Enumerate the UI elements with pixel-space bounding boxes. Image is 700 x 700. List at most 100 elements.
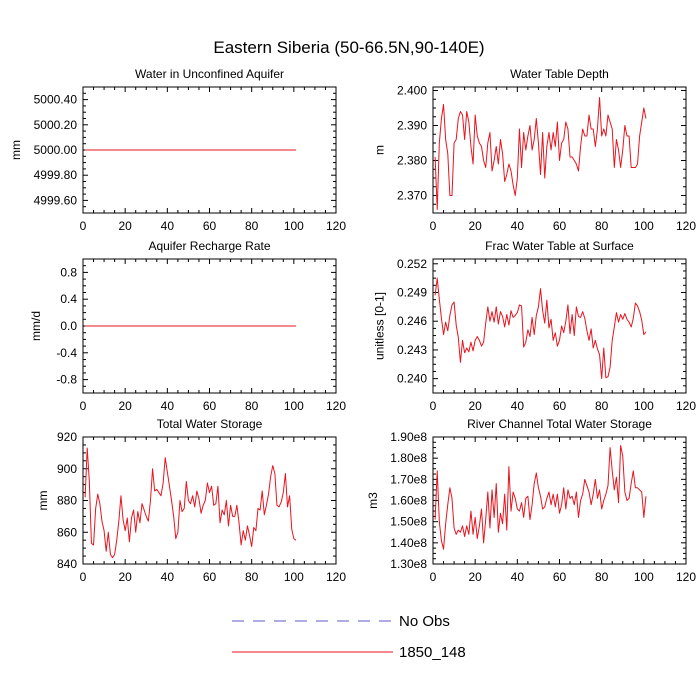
water-in-unconfined-aquifer-xtick-label: 80	[245, 219, 259, 233]
river-channel-total-water-storage-xtick-label: 80	[595, 570, 609, 584]
river-channel-total-water-storage-ytick-label: 1.30e8	[390, 557, 427, 571]
figure-title: Eastern Siberia (50-66.5N,90-140E)	[213, 38, 484, 57]
water-table-depth-title: Water Table Depth	[510, 67, 609, 81]
water-in-unconfined-aquifer-xtick-label: 100	[284, 219, 304, 233]
total-water-storage-ytick-label: 900	[57, 462, 77, 476]
water-table-depth-ytick-label: 2.400	[397, 84, 427, 98]
legend: No Obs 1850_148	[232, 613, 466, 661]
frac-water-table-at-surface-xtick-label: 100	[634, 399, 654, 413]
river-channel-total-water-storage-title: River Channel Total Water Storage	[467, 417, 652, 431]
water-in-unconfined-aquifer-title: Water in Unconfined Aquifer	[135, 67, 284, 81]
total-water-storage-ylabel: mm	[36, 491, 50, 511]
total-water-storage-ytick-label: 860	[57, 525, 77, 539]
river-channel-total-water-storage-ytick-label: 1.50e8	[390, 515, 427, 529]
aquifer-recharge-rate-xtick-label: 40	[161, 399, 175, 413]
frac-water-table-at-surface-ytick-label: 0.246	[397, 314, 427, 328]
frac-water-table-at-surface-xtick-label: 60	[553, 399, 567, 413]
river-channel-total-water-storage-xtick-label: 120	[676, 570, 696, 584]
aquifer-recharge-rate-panel: Aquifer Recharge Rate 0 20 40 60 80 100 120 -0.8…	[29, 239, 346, 413]
aquifer-recharge-rate-title: Aquifer Recharge Rate	[148, 239, 270, 253]
total-water-storage-ytick-label: 880	[57, 494, 77, 508]
river-channel-total-water-storage-xtick-label: 60	[553, 570, 567, 584]
river-channel-total-water-storage-plot-frame	[432, 436, 687, 565]
water-in-unconfined-aquifer-panel: Water in Unconfined Aquifer 0 20 40 60 80 100 1…	[9, 67, 346, 233]
legend-label-no-obs: No Obs	[399, 613, 450, 630]
frac-water-table-at-surface-series-1850-148	[434, 277, 647, 380]
aquifer-recharge-rate-ytick-label: 0.8	[60, 265, 77, 279]
river-channel-total-water-storage-ylabel: m3	[366, 492, 380, 509]
water-table-depth-xtick-label: 80	[595, 219, 609, 233]
frac-water-table-at-surface-xtick-label: 20	[468, 399, 482, 413]
aquifer-recharge-rate-ylabel: mm/d	[29, 311, 43, 341]
water-table-depth-panel: Water Table Depth 0 20 40 60 80 100 120 2.370 2.3…	[373, 67, 697, 233]
frac-water-table-at-surface-ytick-label: 0.249	[397, 286, 427, 300]
water-table-depth-xtick-label: 40	[511, 219, 525, 233]
frac-water-table-at-surface-xtick-label: 0	[430, 399, 437, 413]
river-channel-total-water-storage-panel: River Channel Total Water Storage 0 20 40 60…	[366, 417, 697, 584]
total-water-storage-xtick-label: 0	[80, 570, 87, 584]
river-channel-total-water-storage-xtick-label: 20	[468, 570, 482, 584]
aquifer-recharge-rate-xtick-label: 0	[80, 399, 87, 413]
water-table-depth-xtick-label: 60	[553, 219, 567, 233]
frac-water-table-at-surface-xtick-label: 120	[676, 399, 696, 413]
total-water-storage-xtick-label: 20	[118, 570, 132, 584]
water-in-unconfined-aquifer-ylabel: mm	[9, 140, 23, 160]
river-channel-total-water-storage-ytick-label: 1.80e8	[390, 451, 427, 465]
total-water-storage-xtick-label: 40	[161, 570, 175, 584]
river-channel-total-water-storage-ytick-label: 1.60e8	[390, 494, 427, 508]
water-table-depth-ytick-label: 2.380	[397, 154, 427, 168]
water-table-depth-ytick-label: 2.370	[397, 189, 427, 203]
water-in-unconfined-aquifer-xtick-label: 0	[80, 219, 87, 233]
river-channel-total-water-storage-series-1850-148	[434, 444, 647, 550]
total-water-storage-series-1850-148	[84, 447, 297, 559]
frac-water-table-at-surface-xtick-label: 40	[511, 399, 525, 413]
water-in-unconfined-aquifer-xtick-label: 40	[161, 219, 175, 233]
water-table-depth-xtick-label: 0	[430, 219, 437, 233]
water-in-unconfined-aquifer-ytick-label: 4999.60	[34, 193, 78, 207]
legend-label-1850-148: 1850_148	[399, 644, 466, 661]
aquifer-recharge-rate-xtick-label: 80	[245, 399, 259, 413]
water-table-depth-ytick-label: 2.390	[397, 119, 427, 133]
water-table-depth-xtick-label: 100	[634, 219, 654, 233]
total-water-storage-xtick-label: 80	[245, 570, 259, 584]
river-channel-total-water-storage-xtick-label: 0	[430, 570, 437, 584]
total-water-storage-ytick-label: 840	[57, 557, 77, 571]
river-channel-total-water-storage-xtick-label: 100	[634, 570, 654, 584]
water-in-unconfined-aquifer-ytick-label: 5000.20	[34, 118, 78, 132]
frac-water-table-at-surface-ytick-label: 0.252	[397, 257, 427, 271]
aquifer-recharge-rate-ytick-label: 0.4	[60, 292, 77, 306]
frac-water-table-at-surface-ytick-label: 0.243	[397, 343, 427, 357]
aquifer-recharge-rate-xtick-label: 60	[203, 399, 217, 413]
frac-water-table-at-surface-ylabel: unitless [0-1]	[373, 292, 387, 360]
aquifer-recharge-rate-xtick-label: 100	[284, 399, 304, 413]
water-table-depth-xtick-label: 120	[676, 219, 696, 233]
total-water-storage-title: Total Water Storage	[157, 417, 263, 431]
river-channel-total-water-storage-ytick-label: 1.90e8	[390, 430, 427, 444]
water-in-unconfined-aquifer-xtick-label: 60	[203, 219, 217, 233]
water-in-unconfined-aquifer-xtick-label: 120	[326, 219, 346, 233]
total-water-storage-panel: Total Water Storage 0 20 40 60 80 100 120 840 860…	[36, 417, 346, 584]
aquifer-recharge-rate-xtick-label: 120	[326, 399, 346, 413]
aquifer-recharge-rate-ytick-label: 0.0	[60, 319, 77, 333]
river-channel-total-water-storage-xtick-label: 40	[511, 570, 525, 584]
water-in-unconfined-aquifer-ytick-label: 4999.80	[34, 168, 78, 182]
total-water-storage-xtick-label: 120	[326, 570, 346, 584]
total-water-storage-xtick-label: 60	[203, 570, 217, 584]
water-in-unconfined-aquifer-ytick-label: 5000.40	[34, 93, 78, 107]
frac-water-table-at-surface-plot-frame	[432, 258, 687, 394]
aquifer-recharge-rate-ytick-label: -0.4	[56, 346, 77, 360]
aquifer-recharge-rate-ytick-label: -0.8	[56, 373, 77, 387]
aquifer-recharge-rate-xtick-label: 20	[118, 399, 132, 413]
frac-water-table-at-surface-title: Frac Water Table at Surface	[485, 239, 634, 253]
river-channel-total-water-storage-ytick-label: 1.70e8	[390, 472, 427, 486]
total-water-storage-ytick-label: 920	[57, 430, 77, 444]
river-channel-total-water-storage-ytick-label: 1.40e8	[390, 536, 427, 550]
water-in-unconfined-aquifer-ytick-label: 5000.00	[34, 143, 78, 157]
water-table-depth-ylabel: m	[373, 145, 387, 155]
frac-water-table-at-surface-xtick-label: 80	[595, 399, 609, 413]
total-water-storage-xtick-label: 100	[284, 570, 304, 584]
water-table-depth-series-1850-148	[434, 97, 647, 210]
water-table-depth-xtick-label: 20	[468, 219, 482, 233]
panels: Water in Unconfined Aquifer 0 20 40 60 80 100 1…	[9, 67, 696, 584]
